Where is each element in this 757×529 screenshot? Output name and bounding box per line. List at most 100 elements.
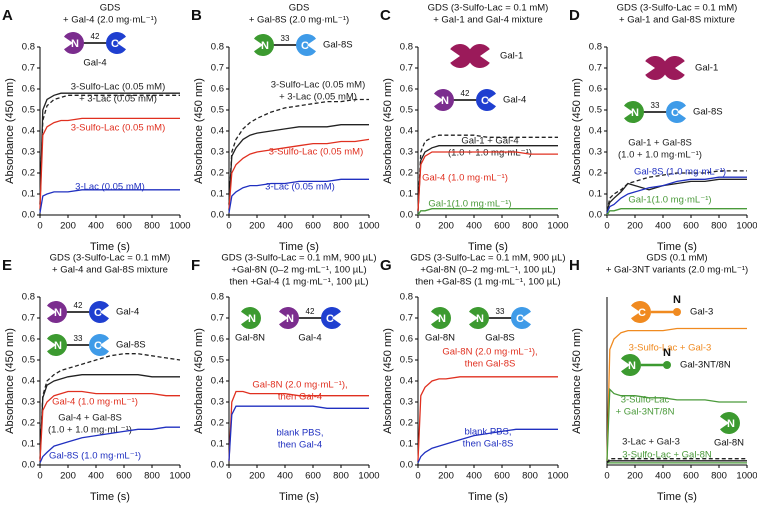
series-label: (1.0 + 1.0 mg·mL⁻¹) [48, 425, 132, 436]
y-tick-label: 0.6 [211, 334, 224, 345]
x-tick-label: 800 [333, 471, 349, 482]
x-axis-title: Time (s) [468, 491, 508, 503]
icon-domain [662, 56, 685, 80]
icon-domain [476, 89, 497, 112]
x-tick-label: 200 [627, 471, 643, 482]
x-tick-label: 0 [226, 471, 231, 482]
series-label: 3-Lac (0.05 mM) [265, 182, 335, 193]
x-tick-label: 200 [438, 221, 454, 232]
series-line [417, 134, 558, 211]
y-tick-label: 0.6 [22, 334, 35, 345]
x-tick-label: 400 [88, 221, 104, 232]
y-tick-label: 0.8 [211, 42, 224, 53]
x-tick-label: 1000 [169, 471, 190, 482]
series-label: 3-Lac (0.05 mM) [75, 182, 145, 193]
y-tick-label: 0.3 [589, 147, 602, 158]
panel-title: + Gal-8S (2.0 mg·mL⁻¹) [249, 15, 349, 26]
icon-letter: C [326, 313, 334, 325]
panel-title: GDS (0.1 mM) [646, 253, 707, 264]
y-tick-label: 0.8 [589, 42, 602, 53]
icon-name: Gal-4 [298, 333, 321, 344]
icon-domain [253, 34, 275, 57]
panel-title: + Gal-3NT variants (2.0 mg·mL⁻¹) [606, 265, 748, 276]
x-tick-label: 200 [249, 471, 265, 482]
x-tick-label: 200 [60, 471, 76, 482]
panel-title: GDS (3-Sulfo-Lac = 0.1 mM, 900 µL) [221, 253, 376, 264]
series-label: then Gal-4 [278, 440, 322, 451]
x-tick-label: 800 [711, 471, 727, 482]
series-label: 3-Sulfo-Lac (0.05 mM) [71, 123, 166, 134]
x-axis-title: Time (s) [279, 491, 319, 503]
icon-letter: N [628, 360, 636, 372]
panel-letter: D [569, 7, 580, 24]
panel-title: + Gal-4 (2.0 mg·mL⁻¹) [63, 15, 157, 26]
y-tick-label: 0.8 [400, 42, 413, 53]
y-tick-label: 0.2 [211, 418, 224, 429]
icon-domain [645, 56, 667, 80]
x-tick-label: 600 [305, 471, 321, 482]
series-label: Gal-8N (2.0 mg·mL⁻¹), [252, 380, 347, 391]
y-tick-label: 0.8 [400, 292, 413, 303]
panel-title: GDS (3-Sulfo-Lac = 0.1 mM) [50, 253, 171, 264]
icon-letter: N [727, 418, 735, 430]
panel-letter: F [191, 257, 200, 274]
panel-title: GDS (3-Sulfo-Lac = 0.1 mM, 900 µL) [410, 253, 565, 264]
icon-linker-label: 33 [651, 101, 660, 110]
y-tick-label: 0.1 [400, 439, 413, 450]
series-label: + Gal-3NT/8N [616, 407, 675, 418]
series-label: then Gal-8S [465, 359, 516, 370]
icon-letter: N [286, 313, 294, 325]
x-tick-label: 1000 [358, 471, 379, 482]
y-tick-label: 0.3 [22, 147, 35, 158]
icon-name: Gal-8N [235, 333, 265, 344]
icon-name: Gal-8S [116, 340, 146, 351]
y-tick-label: 0.8 [211, 292, 224, 303]
y-tick-label: 0.6 [589, 84, 602, 95]
series-line [228, 98, 369, 205]
icon-domain [106, 32, 127, 55]
y-tick-label: 0.1 [589, 189, 602, 200]
y-tick-label: 0.6 [211, 84, 224, 95]
series-label: (1.0 + 1.0 mg·mL⁻¹) [448, 148, 532, 159]
icon-letter: N [476, 313, 484, 325]
icon-domain [430, 307, 452, 329]
x-tick-label: 600 [683, 471, 699, 482]
y-tick-label: 0.4 [211, 376, 224, 387]
panel-title: then +Gal-8S (1 mg·mL⁻¹, 100 µL) [415, 277, 560, 288]
icon-name: Gal-8S [485, 333, 515, 344]
x-tick-label: 400 [655, 221, 671, 232]
panel-letter: H [569, 257, 580, 274]
y-tick-label: 0.2 [211, 168, 224, 179]
panel-title: then +Gal-4 (1 mg·mL⁻¹, 100 µL) [229, 277, 368, 288]
series-label: Gal-1 + Gal-8S [628, 138, 692, 149]
x-tick-label: 800 [144, 471, 160, 482]
series-label: then Gal-4 [278, 392, 322, 403]
x-tick-label: 1000 [547, 221, 568, 232]
y-tick-label: 0.1 [211, 439, 224, 450]
series-line [39, 374, 180, 459]
icon-domain [511, 307, 532, 329]
y-tick-label: 0.0 [22, 210, 35, 221]
y-tick-label: 0.2 [400, 168, 413, 179]
series-label: blank PBS, [277, 428, 324, 439]
series-label: 3-Sulfo-Lac (0.05 mM) [269, 147, 364, 158]
icon-domain [450, 44, 473, 68]
x-tick-label: 400 [277, 471, 293, 482]
y-tick-label: 0.3 [400, 397, 413, 408]
y-tick-label: 0.7 [211, 313, 224, 324]
series-line [417, 428, 558, 464]
series-label: Gal-1(1.0 mg·mL⁻¹) [428, 199, 511, 210]
y-tick-label: 0.2 [589, 168, 602, 179]
icon-linker-label: 33 [74, 334, 83, 343]
y-tick-label: 0.3 [22, 397, 35, 408]
icon-letter: C [638, 307, 646, 319]
x-tick-label: 400 [466, 221, 482, 232]
x-tick-label: 400 [466, 471, 482, 482]
icon-domain [630, 301, 652, 323]
y-axis-title: Absorbance (450 nm) [571, 78, 583, 184]
panel-title: GDS (3-Sulfo-Lac = 0.1 mM) [617, 3, 738, 14]
y-axis-title: Absorbance (450 nm) [382, 328, 394, 434]
x-tick-label: 600 [683, 221, 699, 232]
icon-domain [468, 307, 490, 329]
